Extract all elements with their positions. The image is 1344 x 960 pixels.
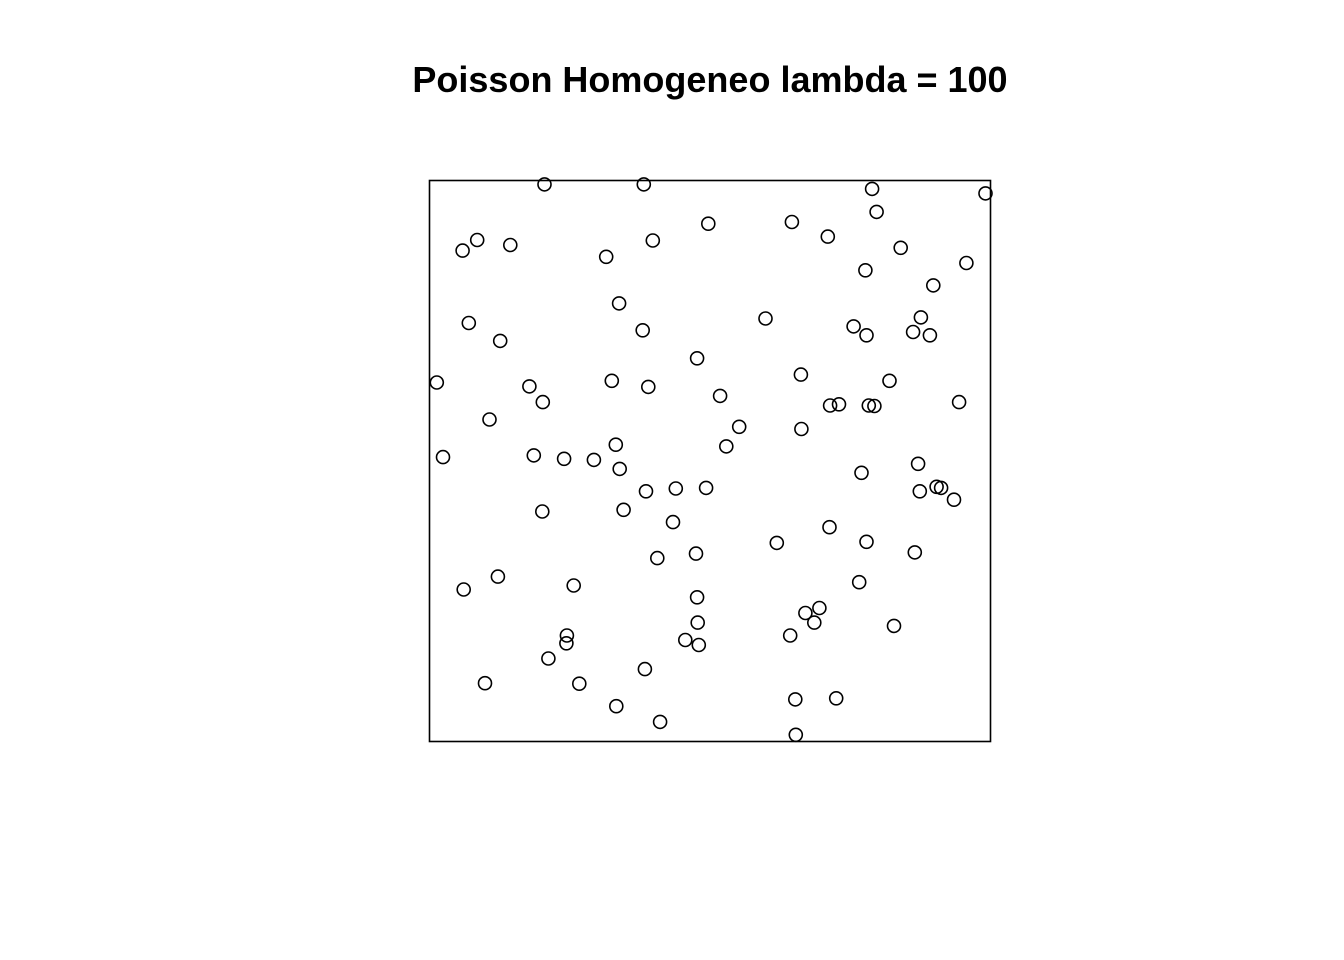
data-point-60 bbox=[534, 504, 550, 519]
data-point-69 bbox=[490, 569, 506, 584]
data-point-41 bbox=[482, 412, 497, 427]
data-point-81 bbox=[691, 637, 707, 653]
data-point-20 bbox=[846, 319, 861, 334]
data-point-47 bbox=[526, 448, 542, 463]
data-point-48 bbox=[556, 451, 572, 467]
data-point-51 bbox=[910, 456, 926, 472]
data-point-84 bbox=[541, 651, 556, 666]
data-point-73 bbox=[689, 589, 705, 605]
data-point-40 bbox=[867, 398, 882, 414]
points-layer bbox=[429, 177, 993, 743]
data-point-11 bbox=[645, 233, 661, 248]
data-point-57 bbox=[933, 480, 949, 496]
data-point-43 bbox=[794, 421, 809, 437]
data-point-58 bbox=[912, 483, 928, 499]
data-point-67 bbox=[688, 546, 704, 561]
data-point-88 bbox=[787, 692, 803, 707]
data-point-8 bbox=[469, 232, 485, 248]
data-point-91 bbox=[652, 714, 668, 730]
data-point-55 bbox=[698, 480, 714, 496]
data-point-62 bbox=[665, 514, 681, 530]
data-point-30 bbox=[604, 373, 620, 389]
data-point-79 bbox=[559, 628, 575, 643]
data-point-90 bbox=[608, 698, 624, 714]
data-point-63 bbox=[822, 519, 837, 535]
data-point-49 bbox=[586, 452, 602, 468]
data-point-61 bbox=[616, 502, 631, 518]
data-point-46 bbox=[435, 449, 451, 465]
data-point-21 bbox=[913, 310, 929, 325]
data-point-89 bbox=[828, 690, 844, 706]
data-point-22 bbox=[905, 324, 921, 340]
data-point-75 bbox=[798, 605, 813, 621]
data-point-45 bbox=[718, 439, 734, 454]
data-point-78 bbox=[886, 618, 902, 634]
data-point-54 bbox=[668, 481, 684, 496]
data-point-14 bbox=[959, 255, 974, 271]
data-point-10 bbox=[502, 237, 518, 253]
data-point-42 bbox=[731, 419, 747, 435]
data-point-32 bbox=[793, 367, 809, 382]
data-point-71 bbox=[566, 578, 582, 593]
data-point-80 bbox=[677, 632, 693, 648]
data-point-87 bbox=[571, 676, 587, 692]
data-point-35 bbox=[535, 394, 551, 410]
data-point-28 bbox=[429, 375, 445, 390]
data-point-85 bbox=[637, 661, 653, 677]
data-point-37 bbox=[822, 398, 838, 413]
data-point-31 bbox=[640, 379, 656, 395]
data-point-25 bbox=[635, 322, 651, 338]
data-point-86 bbox=[477, 675, 493, 691]
data-point-23 bbox=[922, 327, 938, 343]
data-point-92 bbox=[788, 727, 804, 743]
data-point-7 bbox=[820, 229, 836, 244]
data-point-72 bbox=[851, 574, 867, 590]
data-point-27 bbox=[689, 350, 705, 366]
data-point-36 bbox=[951, 394, 967, 410]
data-point-70 bbox=[456, 582, 472, 597]
data-point-3 bbox=[978, 186, 993, 201]
data-point-53 bbox=[638, 483, 654, 499]
data-point-16 bbox=[925, 278, 941, 293]
data-point-68 bbox=[907, 545, 923, 560]
data-point-24 bbox=[492, 333, 508, 349]
data-point-4 bbox=[869, 204, 884, 220]
data-point-33 bbox=[882, 373, 897, 389]
data-point-65 bbox=[859, 534, 874, 550]
plot-frame bbox=[428, 179, 992, 743]
data-point-34 bbox=[712, 388, 728, 404]
data-point-76 bbox=[690, 615, 706, 630]
data-point-64 bbox=[769, 535, 785, 551]
data-point-83 bbox=[559, 635, 574, 651]
data-point-29 bbox=[522, 379, 537, 394]
data-point-1 bbox=[636, 177, 652, 192]
data-point-44 bbox=[608, 437, 624, 453]
data-point-17 bbox=[611, 296, 627, 311]
data-point-19 bbox=[758, 311, 773, 326]
data-point-5 bbox=[700, 216, 716, 231]
data-point-13 bbox=[893, 240, 909, 256]
data-point-50 bbox=[612, 461, 628, 477]
data-point-0 bbox=[537, 177, 552, 192]
data-point-74 bbox=[812, 600, 827, 616]
data-point-26 bbox=[859, 327, 874, 343]
data-point-66 bbox=[649, 550, 665, 566]
data-point-82 bbox=[782, 628, 798, 643]
data-point-18 bbox=[461, 315, 477, 331]
data-point-9 bbox=[455, 243, 470, 258]
data-point-2 bbox=[864, 181, 880, 197]
data-point-52 bbox=[854, 465, 869, 481]
data-point-38 bbox=[831, 396, 847, 412]
data-point-6 bbox=[784, 214, 800, 230]
data-point-15 bbox=[858, 262, 873, 278]
chart-title: Poisson Homogeneo lambda = 100 bbox=[412, 59, 1008, 100]
data-point-39 bbox=[861, 398, 877, 413]
data-point-59 bbox=[946, 492, 962, 508]
data-point-12 bbox=[598, 249, 614, 265]
data-point-77 bbox=[806, 615, 822, 630]
